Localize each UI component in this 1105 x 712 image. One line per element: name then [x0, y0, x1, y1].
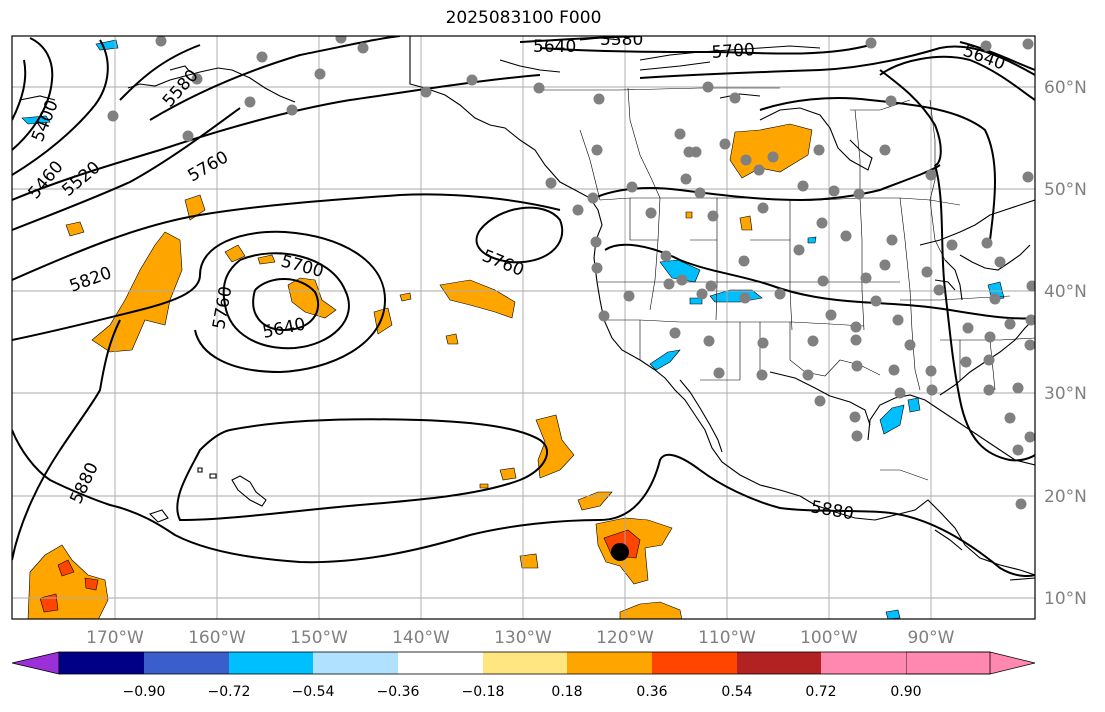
colorbar-bin: [652, 652, 737, 674]
colorbar-tick-label: 0.90: [890, 684, 921, 700]
lat-label: 60°N: [1044, 78, 1087, 98]
colorbar-tick-label: 0.54: [721, 684, 752, 700]
storm-center-marker: [611, 543, 629, 561]
colorbar-bin: [483, 652, 567, 674]
contour-label: 5700: [711, 40, 756, 63]
lat-label: 10°N: [1044, 589, 1087, 609]
height-contours: [12, 36, 1035, 577]
map-frame: [11, 35, 1036, 620]
colorbar-tick-label: 0.72: [805, 684, 836, 700]
colorbar-bin: [737, 652, 821, 674]
lat-label: 50°N: [1044, 180, 1087, 200]
lat-label: 30°N: [1044, 384, 1087, 404]
graticule: [12, 36, 1035, 619]
map-title: 2025083100 F000: [445, 8, 602, 28]
colorbar-tick-label: 0.18: [551, 684, 582, 700]
colorbar-bin: [144, 652, 229, 674]
station-dots: [107, 36, 1035, 510]
lon-label: 140°W: [392, 628, 450, 648]
lat-labels: 60°N 50°N 40°N 30°N 20°N 10°N: [1044, 78, 1087, 609]
lon-label: 170°W: [86, 628, 144, 648]
colorbar-outline: [58, 651, 991, 675]
colorbar-tick-label: 0.36: [636, 684, 667, 700]
colorbar-bin: [567, 652, 652, 674]
map-background: [12, 36, 1035, 619]
colorbar-min-arrow: [11, 651, 60, 675]
lon-label: 160°W: [188, 628, 246, 648]
colorbar-tick-label: −0.18: [462, 684, 505, 700]
colorbar-bin: [313, 652, 398, 674]
lon-label: 120°W: [596, 628, 654, 648]
lon-label: 100°W: [800, 628, 858, 648]
colorbar-bin: [821, 652, 906, 674]
colorbar-bin: [59, 652, 144, 674]
contour-label: 5580: [600, 30, 643, 50]
contour-label: 5640: [533, 37, 576, 57]
lon-label: 110°W: [698, 628, 756, 648]
coastlines: [19, 36, 1035, 581]
lon-label: 90°W: [908, 628, 955, 648]
colorbar-tick-label: −0.36: [377, 684, 420, 700]
colorbar: −0.90 −0.72 −0.54 −0.36 −0.18 0.18 0.36 …: [11, 651, 1036, 700]
lat-label: 20°N: [1044, 487, 1087, 507]
lon-label: 150°W: [290, 628, 348, 648]
colorbar-bin: [229, 652, 313, 674]
colorbar-tick-label: −0.54: [292, 684, 335, 700]
lon-label: 130°W: [494, 628, 552, 648]
colorbar-tick-label: −0.90: [123, 684, 166, 700]
lat-label: 40°N: [1044, 282, 1087, 302]
colorbar-bin: [398, 652, 483, 674]
colorbar-tick-label: −0.72: [208, 684, 251, 700]
lon-labels: 170°W 160°W 150°W 140°W 130°W 120°W 110°…: [86, 628, 955, 648]
colorbar-max-arrow: [905, 651, 1036, 675]
